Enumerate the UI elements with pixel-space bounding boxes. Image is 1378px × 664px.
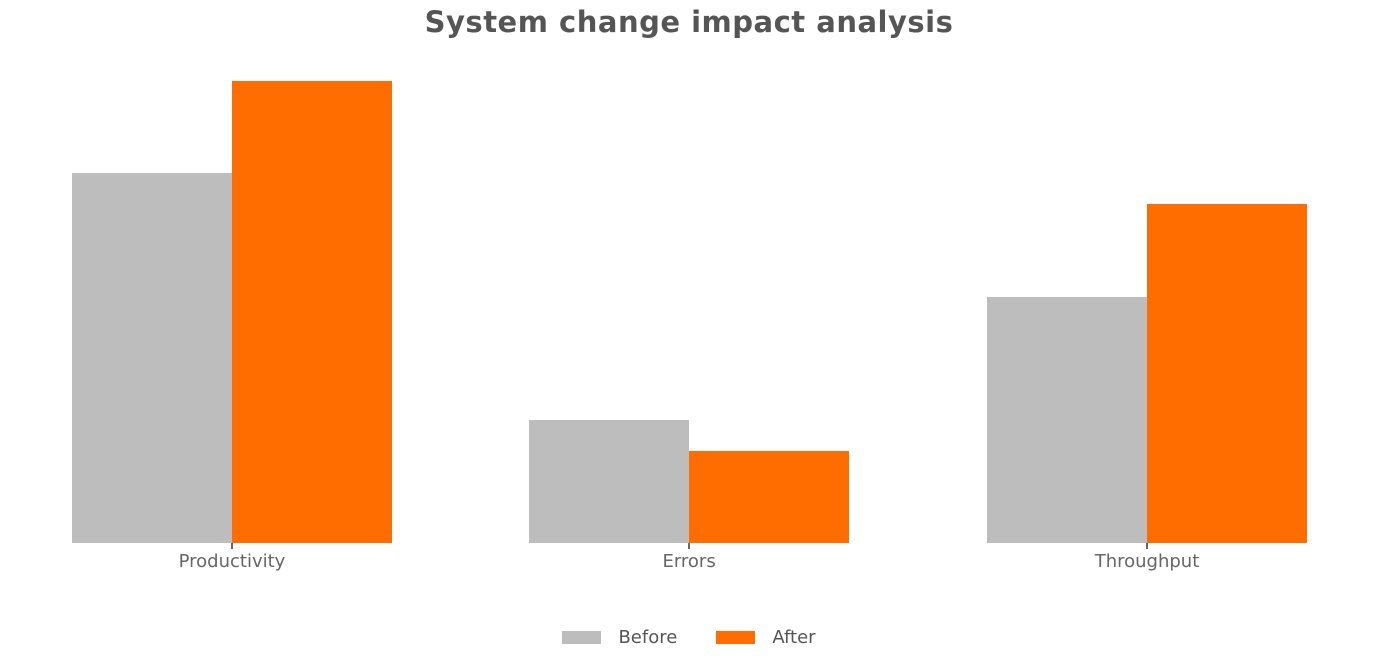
x-tick-productivity	[231, 543, 233, 549]
bar-before-errors	[529, 420, 690, 543]
bar-after-productivity	[231, 81, 392, 543]
x-tick-errors	[688, 543, 690, 549]
x-tick-label-throughput: Throughput	[1094, 551, 1200, 572]
legend-item-before: Before	[562, 627, 677, 648]
legend-label-before: Before	[618, 626, 678, 648]
legend-item-after: After	[716, 626, 816, 648]
x-tick-label-productivity: Productivity	[178, 551, 286, 572]
legend: Before After	[0, 624, 1378, 650]
plot-area	[0, 58, 1378, 543]
chart-title: System change impact analysis	[424, 5, 954, 39]
legend-swatch-before	[562, 630, 602, 644]
legend-swatch-after	[716, 630, 756, 644]
bar-after-errors	[689, 451, 850, 543]
x-tick-label-errors: Errors	[662, 551, 716, 572]
legend-label-after: After	[772, 626, 816, 648]
bar-before-productivity	[71, 173, 232, 543]
x-tick-throughput	[1146, 543, 1148, 549]
bar-before-throughput	[986, 297, 1147, 543]
bar-after-throughput	[1146, 204, 1307, 543]
